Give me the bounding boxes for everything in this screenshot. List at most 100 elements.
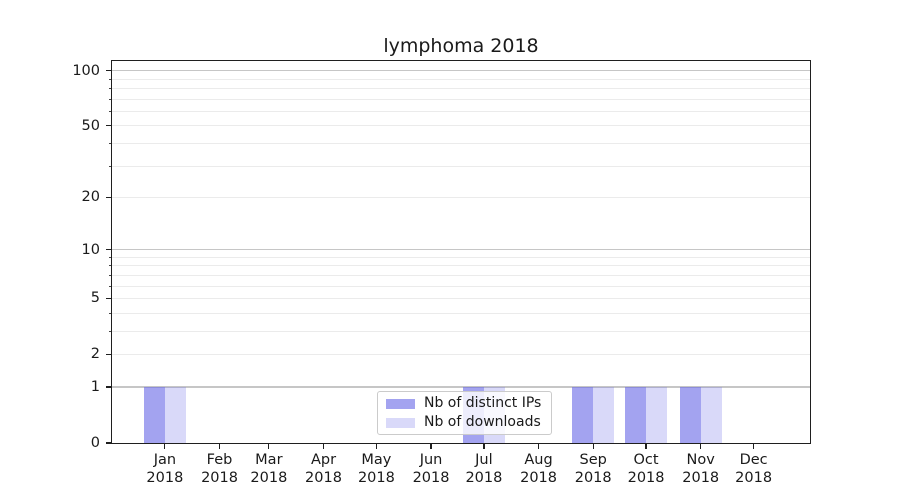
y-minortick-3: [108, 330, 112, 332]
minor-gridline-6: [112, 285, 810, 287]
minor-gridline-30: [112, 165, 810, 167]
y-tick-50: [106, 125, 112, 127]
x-tick-label-may: May: [361, 452, 392, 468]
y-minortick-6: [108, 285, 112, 287]
y-minortick-7: [108, 274, 112, 276]
major-gridline-100: [112, 70, 810, 72]
minor-gridline-70: [112, 98, 810, 100]
y-tick-0: [106, 442, 112, 444]
x-tick-label-feb: Feb: [206, 452, 233, 468]
legend-item-downloads: Nb of downloads: [386, 415, 541, 430]
bar-nov-s0: [679, 387, 701, 443]
y-minortick-60: [108, 110, 112, 112]
y-tick-label-1: 1: [90, 379, 100, 396]
bar-sep-s0: [572, 387, 594, 443]
y-minortick-4: [108, 312, 112, 314]
x-tick-jan: [164, 443, 166, 449]
x-tick-sep: [592, 443, 594, 449]
x-tick-label-aug: Aug: [524, 452, 553, 468]
minor-gridline-8: [112, 265, 810, 267]
x-tick-jul: [483, 443, 485, 449]
x-tick-aug: [537, 443, 540, 449]
x-tick-label-sep: Sep: [579, 452, 607, 468]
minor-gridline-60: [112, 110, 810, 112]
x-tick-apr: [322, 443, 325, 449]
y-tick-5: [106, 297, 112, 300]
minor-gridline-90: [112, 78, 810, 80]
x-tick-year-mar: 2018: [250, 470, 288, 486]
x-tick-jun: [430, 443, 432, 449]
bar-jan-s0: [143, 387, 165, 443]
legend: Nb of distinct IPs Nb of downloads: [377, 391, 553, 435]
x-tick-year-dec: 2018: [735, 470, 773, 486]
minor-gridline-3: [112, 330, 810, 332]
y-tick-label-10: 10: [81, 241, 100, 258]
x-tick-label-dec: Dec: [739, 452, 768, 468]
x-tick-label-jun: Jun: [419, 452, 443, 468]
x-tick-label-apr: Apr: [310, 452, 337, 468]
x-tick-year-apr: 2018: [305, 470, 342, 486]
x-tick-label-jul: Jul: [475, 452, 493, 468]
legend-label-distinct-ips: Nb of distinct IPs: [424, 395, 542, 411]
legend-swatch-distinct-ips: [386, 398, 415, 409]
y-minortick-8: [108, 265, 112, 267]
x-tick-label-jan: Jan: [153, 452, 177, 468]
y-tick-label-0: 0: [90, 435, 100, 451]
x-tick-year-aug: 2018: [520, 470, 557, 486]
bar-sep-s1: [593, 387, 615, 443]
x-tick-year-jul: 2018: [465, 470, 503, 486]
y-minortick-80: [108, 88, 112, 90]
y-tick-label-5: 5: [90, 290, 100, 307]
y-minortick-70: [108, 98, 112, 100]
minor-gridline-5: [112, 297, 810, 299]
x-tick-year-nov: 2018: [682, 470, 720, 486]
minor-gridline-50: [112, 125, 810, 127]
x-tick-mar: [268, 443, 270, 449]
y-tick-label-100: 100: [72, 62, 100, 79]
minor-gridline-9: [112, 256, 810, 258]
x-tick-may: [375, 443, 377, 449]
major-gridline-10: [112, 248, 810, 251]
y-minortick-40: [108, 142, 112, 144]
y-tick-label-50: 50: [81, 117, 100, 134]
minor-gridline-80: [112, 88, 810, 90]
x-tick-year-sep: 2018: [574, 470, 612, 486]
chart-title: lymphoma 2018: [383, 35, 539, 57]
x-tick-label-mar: Mar: [255, 452, 283, 468]
x-tick-label-oct: Oct: [633, 452, 659, 468]
y-minortick-9: [108, 256, 112, 258]
y-tick-1: [106, 386, 112, 388]
legend-label-downloads: Nb of downloads: [424, 414, 541, 430]
y-tick-label-20: 20: [81, 189, 100, 206]
y-tick-2: [106, 353, 112, 355]
x-tick-year-jun: 2018: [412, 470, 450, 486]
minor-gridline-4: [112, 312, 810, 314]
y-tick-10: [106, 248, 112, 251]
bar-oct-s1: [646, 387, 668, 443]
bar-jan-s1: [164, 387, 186, 443]
x-tick-oct: [645, 443, 647, 449]
x-tick-year-jan: 2018: [146, 470, 184, 486]
major-gridline-1: [112, 386, 810, 388]
x-tick-label-nov: Nov: [686, 452, 715, 468]
minor-gridline-20: [112, 196, 810, 198]
minor-gridline-2: [112, 353, 810, 355]
x-tick-year-oct: 2018: [627, 470, 665, 486]
y-tick-100: [106, 70, 112, 72]
minor-gridline-7: [112, 274, 810, 276]
bar-oct-s0: [625, 387, 647, 443]
x-tick-nov: [700, 443, 702, 449]
x-tick-feb: [218, 443, 221, 449]
x-tick-dec: [752, 443, 755, 449]
y-minortick-30: [108, 165, 112, 167]
y-minortick-90: [108, 78, 112, 80]
y-tick-20: [106, 196, 112, 199]
x-tick-year-feb: 2018: [201, 470, 238, 486]
legend-item-distinct-ips: Nb of distinct IPs: [386, 396, 541, 411]
x-tick-year-may: 2018: [357, 470, 395, 486]
bar-nov-s1: [700, 387, 722, 443]
legend-swatch-downloads: [386, 417, 415, 428]
minor-gridline-40: [112, 142, 810, 144]
y-tick-label-2: 2: [90, 346, 100, 363]
